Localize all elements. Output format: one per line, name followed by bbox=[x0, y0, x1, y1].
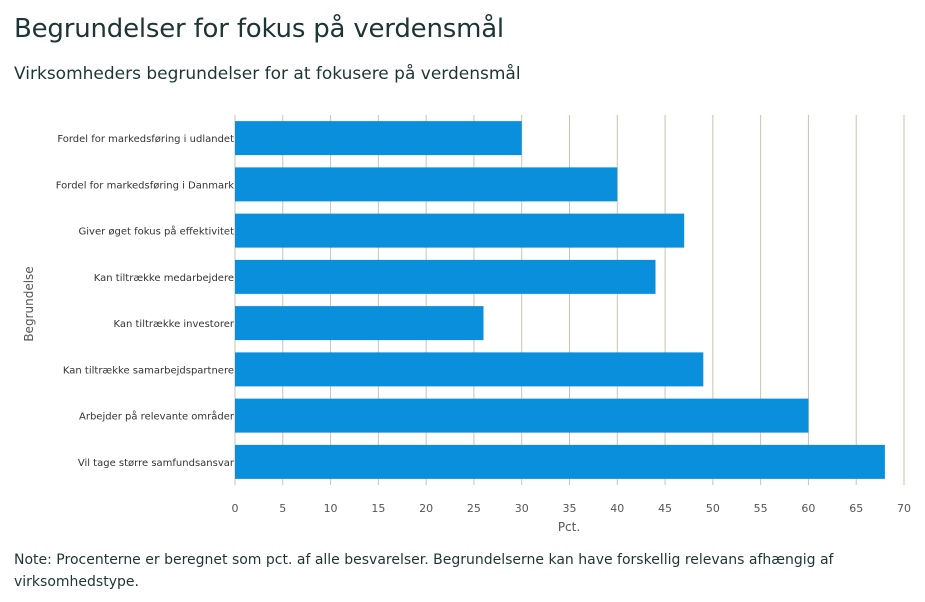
x-tick-label: 30 bbox=[515, 502, 529, 515]
chart-canvas: Fordel for markedsføring i udlandet Forde… bbox=[22, 115, 912, 534]
y-tick-label: Kan tiltrække investorer bbox=[113, 319, 234, 330]
x-tick-label: 40 bbox=[610, 502, 624, 515]
y-tick-label: Arbejder på relevante områder bbox=[79, 410, 235, 423]
bar bbox=[235, 306, 484, 341]
x-tick-label: 50 bbox=[706, 502, 720, 515]
bar bbox=[235, 167, 618, 202]
bar bbox=[235, 444, 885, 479]
x-tick-label: 25 bbox=[467, 502, 481, 515]
x-tick-label: 70 bbox=[897, 502, 911, 515]
bar bbox=[235, 259, 656, 294]
x-tick-label: 35 bbox=[563, 502, 577, 515]
chart-note: Note: Procenterne er beregnet som pct. a… bbox=[14, 552, 834, 590]
bar bbox=[235, 398, 809, 433]
bar bbox=[235, 121, 522, 156]
x-tick-label: 10 bbox=[324, 502, 338, 515]
bar-chart: Fordel for markedsføring i udlandet Forde… bbox=[0, 100, 925, 540]
y-tick-label: Kan tiltrække samarbejdspartnere bbox=[63, 365, 234, 376]
y-tick-label: Vil tage større samfundsansvar bbox=[78, 458, 235, 469]
page-subtitle: Virksomheders begrundelser for at fokuse… bbox=[14, 64, 521, 84]
x-tick-label: 5 bbox=[279, 502, 286, 515]
x-tick-label: 15 bbox=[371, 502, 385, 515]
y-tick-label: Kan tiltrække medarbejdere bbox=[94, 273, 234, 284]
y-tick-label: Fordel for markedsføring i udlandet bbox=[57, 134, 234, 145]
x-axis-title: Pct. bbox=[558, 520, 580, 534]
page-title: Begrundelser for fokus på verdensmål bbox=[14, 14, 504, 44]
x-tick-label: 60 bbox=[801, 502, 815, 515]
y-tick-labels: Fordel for markedsføring i udlandet Forde… bbox=[56, 134, 235, 469]
x-tick-label: 45 bbox=[658, 502, 672, 515]
bars bbox=[235, 121, 885, 479]
bar bbox=[235, 352, 704, 387]
y-tick-label: Giver øget fokus på effektivitet bbox=[79, 225, 235, 238]
x-tick-label: 65 bbox=[849, 502, 863, 515]
x-tick-labels: 0 5 10 15 20 25 30 35 40 45 50 55 60 65 70 bbox=[232, 502, 912, 515]
bar bbox=[235, 213, 685, 248]
x-tick-label: 55 bbox=[754, 502, 768, 515]
y-axis-title: Begrundelse bbox=[22, 266, 36, 341]
x-tick-label: 0 bbox=[232, 502, 239, 515]
x-tick-label: 20 bbox=[419, 502, 433, 515]
y-tick-label: Fordel for markedsføring i Danmark bbox=[56, 180, 234, 191]
